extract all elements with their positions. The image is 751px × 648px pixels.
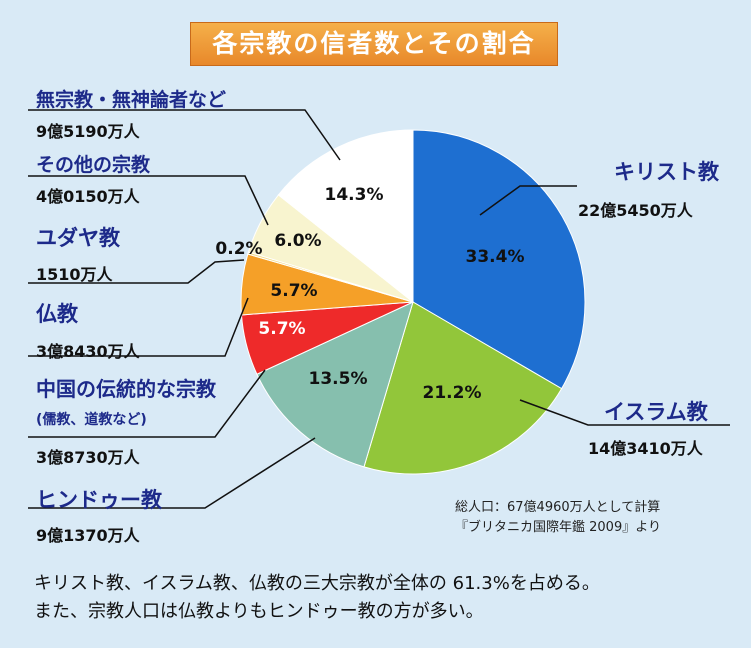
label-hinduism-count: 9億1370万人 <box>36 526 140 545</box>
label-other-count: 4億0150万人 <box>36 187 140 206</box>
leader-line-chinese <box>28 369 266 438</box>
leader-line-nonreligious <box>28 109 341 161</box>
label-judaism-count: 1510万人 <box>36 265 113 284</box>
pct-label-christianity: 33.4% <box>466 247 525 267</box>
label-nonreligious-count: 9億5190万人 <box>36 122 140 141</box>
pct-label-nonreligious: 14.3% <box>325 185 384 205</box>
leader-line-judaism <box>28 259 245 284</box>
summary-text: キリスト教、イスラム教、仏教の三大宗教が全体の 61.3%を占める。 また、宗教… <box>34 570 600 626</box>
pct-label-islam: 21.2% <box>423 383 482 403</box>
pct-label-judaism: 0.2% <box>215 239 262 259</box>
label-islam-name: イスラム教 <box>604 400 708 424</box>
pie-slice-christianity <box>412 129 586 390</box>
label-nonreligious-name: 無宗教・無神論者など <box>36 89 227 111</box>
summary-line2: また、宗教人口は仏教よりもヒンドゥー教の方が多い。 <box>34 601 484 622</box>
pct-label-chinese: 5.7% <box>258 319 305 339</box>
summary-line1: キリスト教、イスラム教、仏教の三大宗教が全体の 61.3%を占める。 <box>34 573 600 594</box>
label-hinduism-name: ヒンドゥー教 <box>36 488 162 512</box>
pie-slice-nonreligious <box>277 129 414 304</box>
leader-line-islam <box>519 399 730 426</box>
label-chinese-note: (儒教、道教など) <box>36 412 147 428</box>
pie-slice-hinduism <box>256 301 414 468</box>
source-note: 総人口：67億4960万人として計算 『ブリタニカ国際年鑑 2009』より <box>455 498 661 538</box>
pie-slice-islam <box>363 301 563 475</box>
pct-label-other: 6.0% <box>274 231 321 251</box>
label-chinese-name-text: 中国の伝統的な宗教 <box>36 377 216 401</box>
source-note-line1: 総人口：67億4960万人として計算 <box>455 500 661 515</box>
label-christianity-name: キリスト教 <box>614 160 719 184</box>
label-buddhism-count: 3億8430万人 <box>36 342 140 361</box>
label-chinese-count: 3億8730万人 <box>36 448 140 467</box>
leader-line-christianity <box>479 185 577 216</box>
leader-line-buddhism <box>28 297 249 357</box>
label-judaism-name: ユダヤ教 <box>36 226 120 250</box>
label-buddhism-name: 仏教 <box>36 302 78 326</box>
label-other-name: その他の宗教 <box>36 154 151 176</box>
leader-line-hinduism <box>28 437 316 509</box>
label-chinese-name: 中国の伝統的な宗教 (儒教、道教など) <box>36 375 226 434</box>
leader-line-other <box>28 175 269 226</box>
label-christianity-count: 22億5450万人 <box>578 201 693 220</box>
chart-title: 各宗教の信者数とその割合 <box>190 22 558 66</box>
source-note-line2: 『ブリタニカ国際年鑑 2009』より <box>455 520 661 535</box>
label-islam-count: 14億3410万人 <box>588 439 703 458</box>
pct-label-buddhism: 5.7% <box>270 281 317 301</box>
pct-label-hinduism: 13.5% <box>309 369 368 389</box>
